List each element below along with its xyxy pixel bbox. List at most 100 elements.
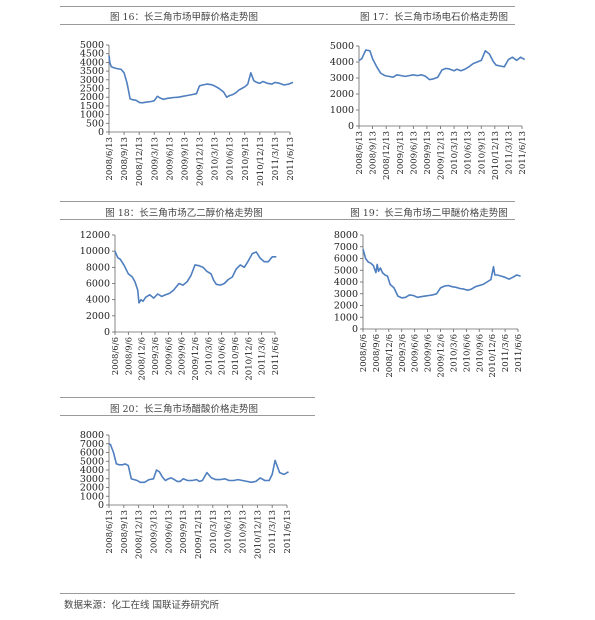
price-series-line xyxy=(362,248,521,299)
y-tick-label: 5000 xyxy=(80,456,104,467)
y-tick-label: 4000 xyxy=(80,465,104,476)
x-tick-label: 2010/9/6 xyxy=(475,334,485,372)
x-tick-label: 2009/12/13 xyxy=(437,131,447,180)
x-tick-label: 2010/3/13 xyxy=(450,131,460,175)
divider-row1-caption xyxy=(60,24,515,25)
y-tick-label: 3500 xyxy=(80,66,104,77)
x-tick-label: 2008/9/13 xyxy=(120,510,130,554)
y-tick-label: 3000 xyxy=(80,474,104,485)
x-tick-label: 2008/9/6 xyxy=(124,337,134,375)
chart-title-fig19: 图 19：长三角市场二甲醚价格走势图 xyxy=(350,208,508,219)
x-tick-label: 2008/12/6 xyxy=(138,337,148,381)
x-tick-label: 2010/6/6 xyxy=(462,334,472,372)
price-series-line xyxy=(114,250,277,304)
y-tick-label: 4000 xyxy=(86,295,110,306)
x-tick-label: 2009/9/13 xyxy=(179,510,189,554)
y-tick-label: 500 xyxy=(86,118,104,129)
y-tick-label: 4000 xyxy=(330,57,354,68)
x-tick-label: 2008/12/6 xyxy=(385,334,395,378)
x-tick-label: 2009/6/6 xyxy=(164,337,174,375)
y-tick-label: 3000 xyxy=(334,289,358,300)
x-tick-label: 2009/12/13 xyxy=(194,510,204,559)
divider-bottom xyxy=(60,593,515,594)
x-tick-label: 2009/3/6 xyxy=(151,337,161,375)
y-tick-label: 3000 xyxy=(330,73,354,84)
price-series-line xyxy=(108,443,289,484)
x-tick-label: 2009/9/6 xyxy=(424,334,434,372)
y-tick-label: 6000 xyxy=(86,279,110,290)
x-tick-label: 2010/9/13 xyxy=(241,137,251,181)
x-tick-label: 2010/9/13 xyxy=(239,510,249,554)
price-series-line xyxy=(358,49,526,81)
x-tick-label: 2011/3/6 xyxy=(501,334,511,372)
x-tick-label: 2010/6/13 xyxy=(226,137,236,181)
x-tick-label: 2008/12/13 xyxy=(382,131,392,180)
chart-title-fig16: 图 16：长三角市场甲醇价格走势图 xyxy=(109,12,259,23)
chart-title-fig20: 图 20：长三角市场醋酸价格走势图 xyxy=(109,404,259,415)
y-tick-label: 10000 xyxy=(80,246,110,257)
y-tick-label: 0 xyxy=(98,500,104,511)
x-tick-label: 2010/3/6 xyxy=(204,337,214,375)
data-source-note: 数据来源：化工在线 国联证券研究所 xyxy=(64,600,220,611)
y-tick-label: 0 xyxy=(348,121,354,132)
y-tick-label: 8000 xyxy=(86,262,110,273)
y-tick-label: 8000 xyxy=(334,230,358,241)
x-tick-label: 2010/12/13 xyxy=(256,137,266,186)
x-tick-label: 2009/9/13 xyxy=(180,137,190,181)
x-tick-label: 2009/12/6 xyxy=(191,337,201,381)
x-tick-label: 2008/9/13 xyxy=(120,137,130,181)
x-tick-label: 2009/12/6 xyxy=(437,334,447,378)
y-tick-label: 4000 xyxy=(334,277,358,288)
chart-methanol-price: 0500100015002000250030003500400045005000… xyxy=(80,40,296,186)
y-tick-label: 2000 xyxy=(330,89,354,100)
x-tick-label: 2009/6/13 xyxy=(164,510,174,554)
chart-title-fig18: 图 18：长三角市场乙二醇价格走势图 xyxy=(105,208,263,219)
y-tick-label: 0 xyxy=(352,324,358,335)
y-tick-label: 2000 xyxy=(86,311,110,322)
y-tick-label: 2000 xyxy=(80,483,104,494)
x-tick-label: 2010/3/13 xyxy=(211,137,221,181)
x-tick-label: 2010/12/6 xyxy=(244,337,254,381)
x-tick-label: 2010/6/13 xyxy=(464,131,474,175)
x-tick-label: 2009/6/13 xyxy=(165,137,175,181)
x-tick-label: 2010/12/6 xyxy=(488,334,498,378)
x-tick-label: 2011/6/13 xyxy=(518,131,528,175)
x-tick-label: 2010/6/13 xyxy=(224,510,234,554)
x-tick-label: 2008/6/13 xyxy=(355,131,365,175)
y-tick-label: 1000 xyxy=(334,312,358,323)
divider-row3-caption xyxy=(60,415,315,416)
x-tick-label: 2008/6/6 xyxy=(359,334,369,372)
y-tick-label: 3000 xyxy=(80,75,104,86)
x-tick-label: 2009/3/13 xyxy=(150,137,160,181)
divider-row2-caption xyxy=(60,219,515,220)
y-tick-label: 4000 xyxy=(80,57,104,68)
y-tick-label: 1500 xyxy=(80,101,104,112)
y-tick-label: 0 xyxy=(98,127,104,138)
x-tick-label: 2008/6/13 xyxy=(105,510,115,554)
x-tick-label: 2009/9/6 xyxy=(178,337,188,375)
x-tick-label: 2010/6/6 xyxy=(218,337,228,375)
x-tick-label: 2011/6/13 xyxy=(283,510,293,554)
y-tick-label: 7000 xyxy=(334,242,358,253)
x-tick-label: 2008/6/13 xyxy=(105,137,115,181)
x-tick-label: 2010/9/6 xyxy=(231,337,241,375)
x-tick-label: 2009/3/13 xyxy=(150,510,160,554)
x-tick-label: 2008/9/6 xyxy=(372,334,382,372)
y-tick-label: 8000 xyxy=(80,430,104,441)
x-tick-label: 2010/12/13 xyxy=(491,131,501,180)
x-tick-label: 2010/9/13 xyxy=(477,131,487,175)
x-tick-label: 2008/9/13 xyxy=(369,131,379,175)
x-tick-label: 2011/3/13 xyxy=(268,510,278,554)
y-tick-label: 0 xyxy=(104,327,110,338)
x-tick-label: 2011/6/13 xyxy=(286,137,296,181)
y-tick-label: 1000 xyxy=(80,110,104,121)
x-tick-label: 2009/3/13 xyxy=(396,131,406,175)
y-tick-label: 5000 xyxy=(80,40,104,51)
x-tick-label: 2011/3/13 xyxy=(504,131,514,175)
x-tick-label: 2008/12/13 xyxy=(135,137,145,186)
y-tick-label: 2000 xyxy=(80,92,104,103)
divider-row3-top xyxy=(60,397,315,398)
